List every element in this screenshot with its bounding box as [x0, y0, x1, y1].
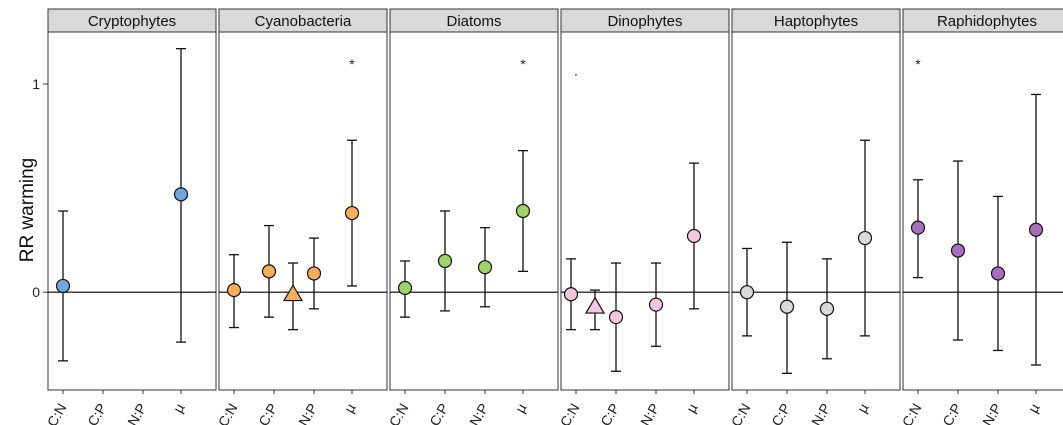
- x-tick-label: C:N: [215, 401, 241, 425]
- y-tick-label: 1: [32, 76, 40, 92]
- panel-frame: [218, 31, 388, 391]
- data-point: [344, 205, 360, 221]
- facet-panel: Diatoms C:N C:P N:P µ *: [386, 8, 559, 425]
- data-point: [55, 278, 71, 294]
- panel-frame: [731, 31, 901, 391]
- data-point: [1028, 222, 1044, 237]
- data-point: [779, 299, 795, 314]
- y-tick-label: 0: [32, 284, 40, 300]
- data-point: [306, 266, 322, 281]
- data-point: [950, 243, 966, 258]
- x-tick-label: C:N: [728, 401, 754, 425]
- x-tick-label: C:P: [426, 401, 452, 425]
- data-point: [477, 260, 493, 275]
- panel-frame: [902, 31, 1063, 391]
- panel-frame: [389, 31, 559, 391]
- facet-panel: Cryptophytes C:N C:P N:P µ: [44, 8, 217, 425]
- x-tick-label: µ: [854, 401, 872, 416]
- x-tick-label: µ: [512, 401, 530, 416]
- x-tick-label: C:P: [84, 401, 110, 425]
- x-tick-label: N:P: [466, 401, 492, 425]
- x-tick-label: C:P: [597, 401, 623, 425]
- data-point: [857, 230, 873, 246]
- data-point: [563, 287, 579, 302]
- significance-marker: *: [520, 56, 526, 72]
- panel-frame: [47, 31, 217, 391]
- data-point: [437, 253, 453, 269]
- data-point-triangle: [584, 296, 606, 314]
- y-axis: 01: [32, 76, 48, 300]
- x-tick-label: µ: [170, 401, 188, 416]
- data-point: [261, 264, 277, 279]
- data-point: [608, 310, 624, 325]
- x-tick-label: N:P: [124, 401, 150, 425]
- significance-marker: *: [349, 56, 355, 72]
- x-tick-label: µ: [341, 401, 359, 416]
- facet-title: Diatoms: [446, 13, 501, 30]
- facet-panel: Haptophytes C:N C:P N:P µ: [728, 8, 901, 425]
- x-tick-label: N:P: [295, 401, 321, 425]
- data-point: [515, 203, 531, 219]
- x-tick-label: µ: [1025, 401, 1043, 416]
- x-tick-label: C:N: [386, 401, 412, 425]
- x-tick-label: N:P: [637, 401, 663, 425]
- data-point-triangle: [282, 284, 304, 302]
- x-tick-label: C:N: [557, 401, 583, 425]
- panels: Cryptophytes C:N C:P N:P µ Cyanobacteria C:N C:…: [44, 8, 1063, 425]
- data-point: [819, 301, 835, 316]
- x-tick-label: C:P: [768, 401, 794, 425]
- x-tick-label: µ: [683, 401, 701, 416]
- y-axis-label: RR warming: [17, 158, 38, 263]
- x-tick-label: C:P: [255, 401, 281, 425]
- data-point: [686, 228, 702, 244]
- panel-frame: [560, 31, 730, 391]
- x-tick-label: N:P: [979, 401, 1005, 425]
- facet-title: Dinophytes: [607, 13, 682, 30]
- data-point: [173, 187, 189, 202]
- facet-title: Haptophytes: [774, 13, 858, 30]
- significance-marker: .: [574, 62, 578, 78]
- data-point: [397, 280, 413, 296]
- x-tick-label: C:N: [899, 401, 925, 425]
- x-tick-label: C:P: [939, 401, 965, 425]
- data-point: [226, 282, 242, 298]
- facet-panel: Raphidophytes C:N C:P N:P µ *: [899, 8, 1063, 425]
- facet-title: Cryptophytes: [88, 13, 176, 30]
- significance-marker: *: [915, 56, 921, 72]
- x-tick-label: N:P: [808, 401, 834, 425]
- data-point: [739, 285, 755, 300]
- x-tick-label: C:N: [44, 401, 70, 425]
- data-point: [648, 297, 664, 312]
- facet-panel: Cyanobacteria C:N C:P N:P µ *: [215, 8, 388, 425]
- facet-panel: Dinophytes C:N C:P N:P µ.: [557, 8, 730, 425]
- data-point: [990, 266, 1006, 281]
- facet-title: Raphidophytes: [937, 13, 1037, 30]
- data-point: [910, 220, 926, 235]
- facet-title: Cyanobacteria: [255, 13, 352, 30]
